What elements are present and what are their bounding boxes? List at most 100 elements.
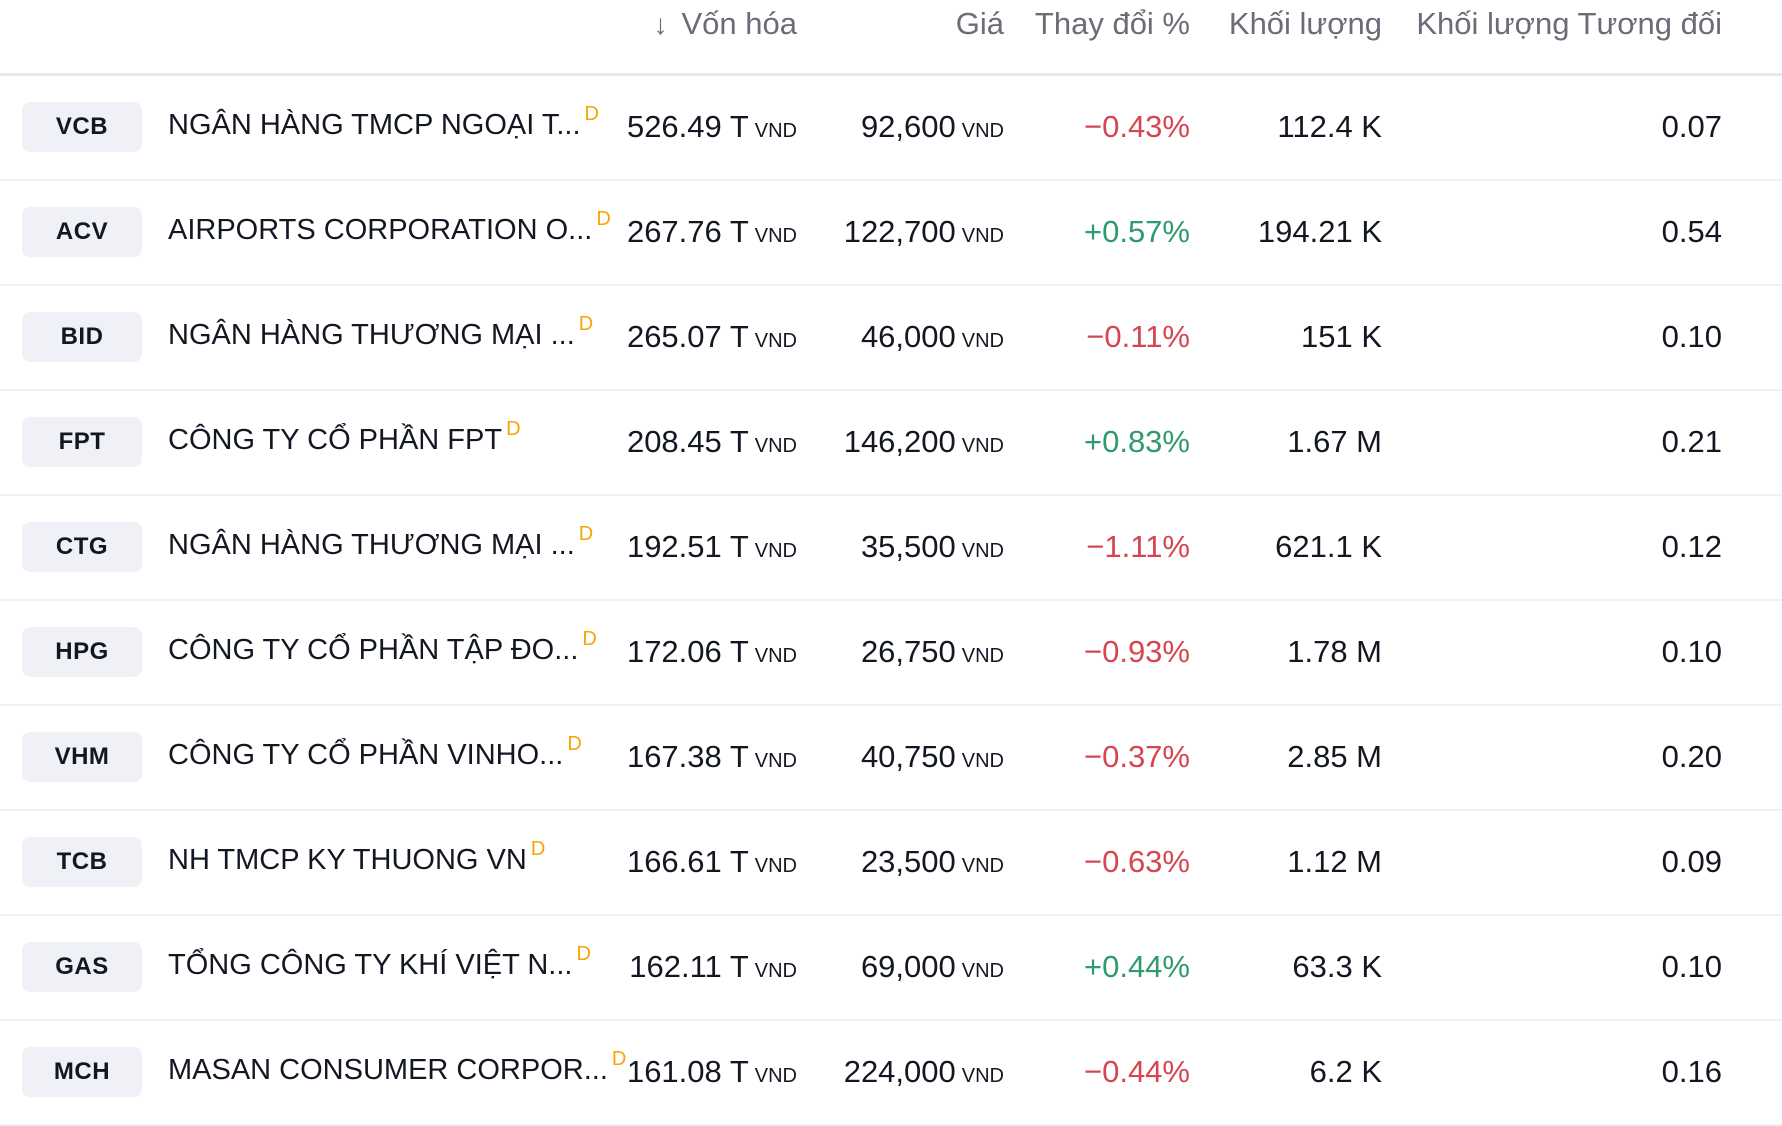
volume-value: 1.78 M	[1287, 634, 1382, 669]
company-name[interactable]: CÔNG TY CỔ PHẦN FPT D	[168, 418, 521, 457]
column-header-change-pct[interactable]: Thay đổi %	[1034, 6, 1190, 41]
rel-volume-value: 0.10	[1661, 949, 1722, 984]
table-row[interactable]: BID NGÂN HÀNG THƯƠNG MẠI ... D 265.07 T VND 4…	[0, 286, 1782, 391]
market-cap-value: 172.06 T VND	[627, 634, 797, 670]
company-name[interactable]: CÔNG TY CỔ PHẦN VINHO... D	[168, 733, 582, 772]
volume-value: 194.21 K	[1257, 214, 1382, 249]
ticker-badge[interactable]: BID	[22, 312, 142, 362]
currency-label: VND	[754, 960, 797, 982]
table-row[interactable]: GAS TỔNG CÔNG TY KHÍ VIỆT N... D 162.11 T VN…	[0, 916, 1782, 1021]
currency-label: VND	[961, 960, 1004, 982]
table-row[interactable]: CTG NGÂN HÀNG THƯƠNG MẠI ... D 192.51 T VND 3…	[0, 496, 1782, 601]
ticker-badge[interactable]: VCB	[22, 102, 142, 152]
currency-label: VND	[961, 1065, 1004, 1087]
rel-volume-value: 0.20	[1661, 739, 1722, 774]
market-cap-value: 526.49 T VND	[627, 109, 797, 145]
company-name[interactable]: TỔNG CÔNG TY KHÍ VIỆT N... D	[168, 943, 591, 982]
price-number: 46,000	[860, 319, 956, 354]
company-name-text: CÔNG TY CỔ PHẦN FPT	[168, 424, 503, 456]
column-header-price[interactable]: Giá	[955, 6, 1004, 41]
price-number: 26,750	[860, 634, 956, 669]
currency-label: VND	[961, 330, 1004, 352]
currency-label: VND	[961, 855, 1004, 877]
volume-value: 1.12 M	[1287, 844, 1382, 879]
price-value: 23,500 VND	[861, 844, 1004, 880]
flag-mark-icon: D	[582, 628, 597, 650]
company-name[interactable]: NGÂN HÀNG THƯƠNG MẠI ... D	[168, 313, 593, 352]
table-header: ↓ Vốn hóa Giá Thay đổi % Khối lượng Khối …	[0, 0, 1782, 76]
price-number: 40,750	[860, 739, 956, 774]
market-cap-value: 166.61 T VND	[627, 844, 797, 880]
flag-mark-icon: D	[611, 1048, 627, 1070]
flag-mark-icon: D	[584, 103, 599, 125]
price-number: 224,000	[843, 1054, 956, 1089]
stock-table-body: VCB NGÂN HÀNG TMCP NGOẠI T... D 526.49 T VND…	[0, 76, 1782, 1126]
table-row[interactable]: ACV AIRPORTS CORPORATION O... D 267.76 T VND…	[0, 181, 1782, 286]
price-value: 35,500 VND	[861, 529, 1004, 565]
table-row[interactable]: TCB NH TMCP KY THUONG VN D 166.61 T VND 23,50…	[0, 811, 1782, 916]
rel-volume-value: 0.10	[1661, 319, 1722, 354]
table-row[interactable]: VHM CÔNG TY CỔ PHẦN VINHO... D 167.38 T VND 4…	[0, 706, 1782, 811]
ticker-badge[interactable]: CTG	[22, 522, 142, 572]
sort-down-arrow-icon: ↓	[653, 9, 668, 40]
market-cap-number: 208.45 T	[626, 424, 749, 459]
volume-value: 151 K	[1300, 319, 1382, 354]
change-pct-value: +0.83%	[1083, 424, 1190, 459]
company-name-text: AIRPORTS CORPORATION O...	[168, 214, 593, 246]
market-cap-number: 172.06 T	[626, 634, 749, 669]
company-name[interactable]: MASAN CONSUMER CORPOR... D	[168, 1048, 626, 1087]
company-name[interactable]: NGÂN HÀNG TMCP NGOẠI T... D	[168, 103, 599, 142]
flag-mark-icon: D	[506, 418, 521, 440]
price-value: 46,000 VND	[861, 319, 1004, 355]
currency-label: VND	[754, 645, 797, 667]
ticker-badge[interactable]: HPG	[22, 627, 142, 677]
flag-mark-icon: D	[530, 838, 546, 860]
ticker-badge[interactable]: MCH	[22, 1047, 142, 1097]
volume-value: 1.67 M	[1287, 424, 1382, 459]
column-header-market-cap[interactable]: ↓ Vốn hóa	[654, 6, 798, 42]
price-number: 122,700	[843, 214, 956, 249]
market-cap-number: 526.49 T	[626, 109, 749, 144]
price-value: 146,200 VND	[844, 424, 1004, 460]
column-header-volume[interactable]: Khối lượng	[1228, 6, 1382, 41]
company-name[interactable]: NGÂN HÀNG THƯƠNG MẠI ... D	[168, 523, 593, 562]
change-pct-value: −0.37%	[1083, 739, 1190, 774]
market-cap-value: 167.38 T VND	[627, 739, 797, 775]
currency-label: VND	[754, 435, 797, 457]
ticker-badge[interactable]: TCB	[22, 837, 142, 887]
flag-mark-icon: D	[576, 943, 591, 965]
currency-label: VND	[754, 855, 797, 877]
market-cap-value: 162.11 T VND	[629, 949, 797, 985]
table-row[interactable]: FPT CÔNG TY CỔ PHẦN FPT D 208.45 T VND 146,20…	[0, 391, 1782, 496]
table-row[interactable]: HPG CÔNG TY CỔ PHẦN TẬP ĐO... D 172.06 T VND…	[0, 601, 1782, 706]
ticker-badge[interactable]: FPT	[22, 417, 142, 467]
rel-volume-value: 0.16	[1661, 1054, 1722, 1089]
market-cap-value: 267.76 T VND	[627, 214, 797, 250]
company-name-text: MASAN CONSUMER CORPOR...	[168, 1054, 608, 1086]
column-header-rel-volume[interactable]: Khối lượng Tương đối	[1416, 6, 1722, 41]
ticker-badge[interactable]: ACV	[22, 207, 142, 257]
change-pct-value: −1.11%	[1086, 529, 1190, 564]
company-name[interactable]: NH TMCP KY THUONG VN D	[168, 838, 545, 877]
company-name[interactable]: AIRPORTS CORPORATION O... D	[168, 208, 611, 247]
market-cap-number: 166.61 T	[626, 844, 749, 879]
table-row[interactable]: MCH MASAN CONSUMER CORPOR... D 161.08 T VND 2…	[0, 1021, 1782, 1126]
currency-label: VND	[961, 750, 1004, 772]
currency-label: VND	[961, 435, 1004, 457]
price-number: 92,600	[860, 109, 956, 144]
company-name[interactable]: CÔNG TY CỔ PHẦN TẬP ĐO... D	[168, 628, 597, 667]
ticker-badge[interactable]: VHM	[22, 732, 142, 782]
currency-label: VND	[754, 540, 797, 562]
price-number: 23,500	[860, 844, 956, 879]
company-name-text: CÔNG TY CỔ PHẦN TẬP ĐO...	[168, 634, 579, 666]
rel-volume-value: 0.12	[1661, 529, 1722, 564]
price-value: 26,750 VND	[861, 634, 1004, 670]
market-cap-number: 167.38 T	[626, 739, 749, 774]
ticker-badge[interactable]: GAS	[22, 942, 142, 992]
rel-volume-value: 0.09	[1661, 844, 1722, 879]
price-value: 122,700 VND	[844, 214, 1004, 250]
table-row[interactable]: VCB NGÂN HÀNG TMCP NGOẠI T... D 526.49 T VND…	[0, 76, 1782, 181]
change-pct-value: −0.44%	[1083, 1054, 1190, 1089]
price-value: 69,000 VND	[861, 949, 1004, 985]
rel-volume-value: 0.10	[1661, 634, 1722, 669]
